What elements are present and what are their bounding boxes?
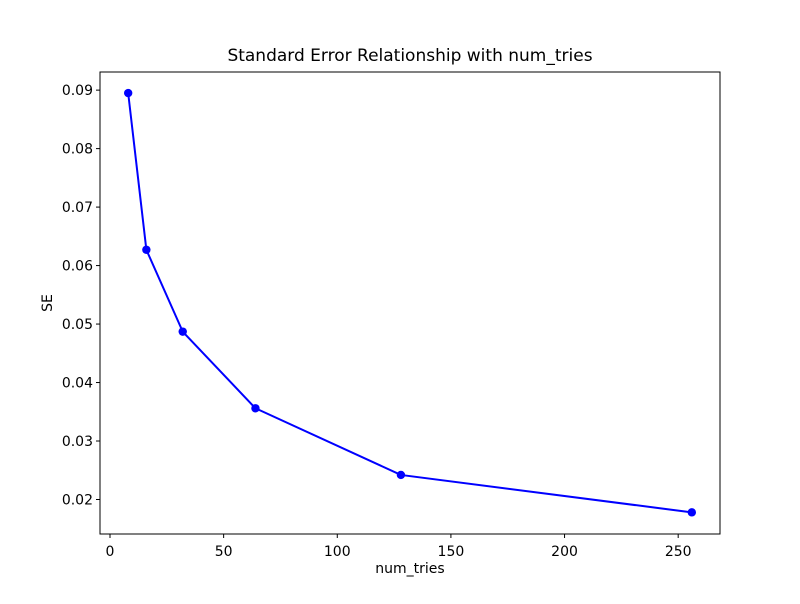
x-tick-label: 100 <box>324 544 351 560</box>
x-tick-label: 250 <box>665 544 692 560</box>
y-tick-label: 0.07 <box>62 200 93 216</box>
chart-title: Standard Error Relationship with num_tri… <box>227 46 592 66</box>
data-point-marker <box>178 327 187 336</box>
x-tick-label: 0 <box>106 544 115 560</box>
y-tick-label: 0.04 <box>62 376 93 392</box>
data-point-marker <box>687 508 697 517</box>
y-tick-label: 0.08 <box>62 142 93 158</box>
y-tick-label: 0.05 <box>62 317 93 333</box>
x-tick-label: 200 <box>551 544 578 560</box>
data-point-marker <box>142 245 151 254</box>
series-line <box>127 92 693 514</box>
x-tick-label: 50 <box>215 544 233 560</box>
axes-frame <box>99 71 721 535</box>
x-tick-label: 150 <box>438 544 465 560</box>
y-axis-label: SE <box>40 294 56 312</box>
y-tick-label: 0.03 <box>62 434 93 450</box>
data-point-marker <box>123 88 133 98</box>
data-point-marker <box>251 404 260 413</box>
y-tick-label: 0.02 <box>62 492 93 508</box>
x-axis-label: num_tries <box>375 561 444 577</box>
y-tick-label: 0.09 <box>62 83 93 99</box>
plot-area: 0 50 100 150 200 250 0.02 0.03 0.04 0.05 0.06 0.07 0… <box>62 71 721 560</box>
y-tick-label: 0.06 <box>62 259 93 275</box>
data-point-marker <box>396 470 406 480</box>
